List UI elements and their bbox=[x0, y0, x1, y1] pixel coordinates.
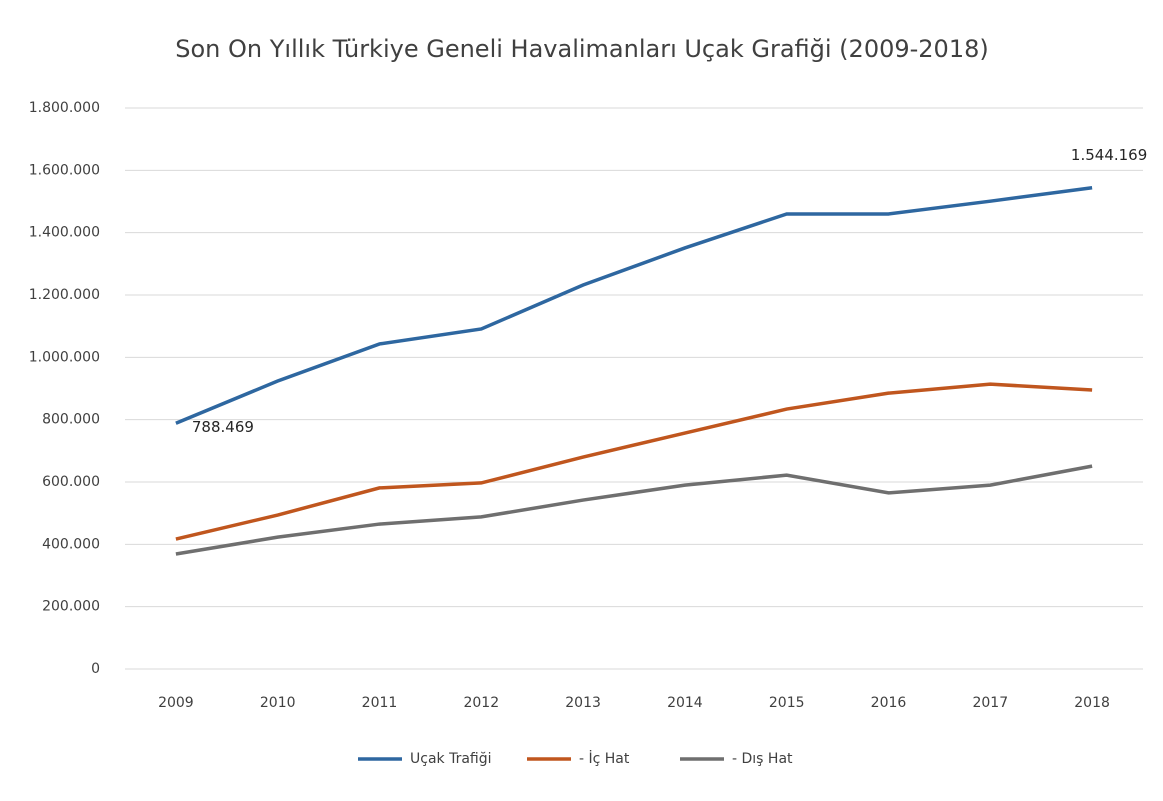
y-tick-label: 200.000 bbox=[42, 599, 100, 615]
y-tick-label: 1.200.000 bbox=[29, 287, 100, 303]
x-tick-label: 2011 bbox=[362, 695, 398, 711]
x-tick-label: 2016 bbox=[871, 695, 907, 711]
y-tick-label: 400.000 bbox=[42, 536, 100, 552]
x-tick-label: 2013 bbox=[565, 695, 601, 711]
legend-label: - İç Hat bbox=[579, 749, 630, 767]
data-label: 1.544.169 bbox=[1071, 146, 1147, 164]
x-tick-label: 2010 bbox=[260, 695, 296, 711]
chart-title: Son On Yıllık Türkiye Geneli Havalimanla… bbox=[175, 35, 988, 63]
x-tick-label: 2009 bbox=[158, 695, 194, 711]
y-tick-label: 600.000 bbox=[42, 474, 100, 490]
x-tick-label: 2014 bbox=[667, 695, 703, 711]
legend-label: Uçak Trafiği bbox=[410, 751, 492, 767]
y-tick-label: 0 bbox=[91, 661, 100, 677]
line-series bbox=[175, 382, 1093, 541]
y-tick-label: 1.400.000 bbox=[29, 225, 100, 241]
line-series bbox=[175, 185, 1093, 425]
x-tick-label: 2017 bbox=[972, 695, 1008, 711]
x-tick-label: 2012 bbox=[463, 695, 499, 711]
legend-label: - Dış Hat bbox=[732, 751, 793, 767]
y-tick-label: 1.000.000 bbox=[29, 349, 100, 365]
line-series bbox=[175, 464, 1093, 556]
y-tick-label: 1.800.000 bbox=[29, 100, 100, 116]
data-label: 788.469 bbox=[192, 418, 254, 436]
y-tick-label: 800.000 bbox=[42, 412, 100, 428]
x-tick-label: 2018 bbox=[1074, 695, 1110, 711]
y-tick-label: 1.600.000 bbox=[29, 162, 100, 178]
x-tick-label: 2015 bbox=[769, 695, 805, 711]
